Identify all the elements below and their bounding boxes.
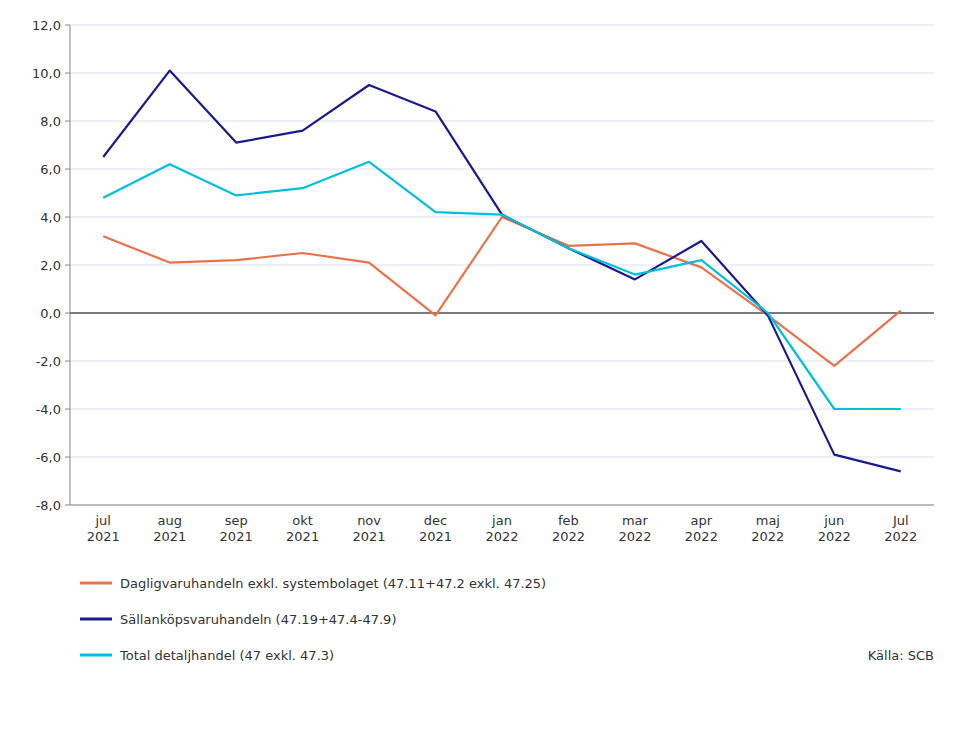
- y-axis-line: [70, 25, 71, 505]
- grid-line: [70, 73, 934, 74]
- y-tick: [65, 121, 70, 122]
- y-tick: [65, 25, 70, 26]
- x-tick-label: maj2022: [751, 513, 784, 544]
- grid-line: [70, 457, 934, 458]
- x-tick-label: mar2022: [618, 513, 651, 544]
- x-axis-line: [70, 505, 934, 506]
- y-axis: -8,0 -6,0 -4,0 -2,0 0,0 2,0 4,0 6,0 8,0 10,0 12,0: [32, 18, 934, 513]
- y-tick-label: 8,0: [40, 114, 61, 129]
- x-tick-label: jul2021: [87, 513, 120, 544]
- legend-label: Sällanköpsvaruhandeln (47.19+47.4-47.9): [120, 612, 396, 627]
- chart: -8,0 -6,0 -4,0 -2,0 0,0 2,0 4,0 6,0 8,0 10,0 12,0 j…: [0, 0, 964, 743]
- legend-swatch: [80, 582, 112, 585]
- y-tick: [65, 217, 70, 218]
- x-tick-label: feb2022: [552, 513, 585, 544]
- y-tick: [65, 361, 70, 362]
- legend-swatch: [80, 618, 112, 621]
- y-tick-label: -8,0: [36, 498, 61, 513]
- x-axis: jul2021 aug2021 sep2021 okt2021 nov2021 dec20…: [87, 513, 918, 544]
- x-tick-label: nov2021: [353, 513, 386, 544]
- grid-line: [70, 265, 934, 266]
- y-tick: [65, 409, 70, 410]
- y-tick-label: -6,0: [36, 450, 61, 465]
- grid-line: [70, 121, 934, 122]
- x-tick-label: apr2022: [685, 513, 718, 544]
- series-line: [103, 71, 901, 472]
- y-tick-label: 4,0: [40, 210, 61, 225]
- y-tick-label: -4,0: [36, 402, 61, 417]
- x-tick-label: aug2021: [153, 513, 186, 544]
- x-tick-label: Jul2022: [884, 513, 917, 544]
- y-tick: [65, 73, 70, 74]
- y-tick-label: -2,0: [36, 354, 61, 369]
- legend: Dagligvaruhandeln exkl. systembolaget (4…: [80, 576, 546, 663]
- source-note: Källa: SCB: [868, 648, 934, 663]
- x-tick-label: sep2021: [220, 513, 253, 544]
- y-tick-label: 12,0: [32, 18, 61, 33]
- grid-line: [70, 313, 934, 314]
- y-tick: [65, 313, 70, 314]
- grid-line: [70, 169, 934, 170]
- grid-line: [70, 505, 934, 506]
- y-tick-label: 2,0: [40, 258, 61, 273]
- y-tick: [65, 457, 70, 458]
- legend-label: Dagligvaruhandeln exkl. systembolaget (4…: [120, 576, 546, 591]
- x-tick-label: okt2021: [286, 513, 319, 544]
- x-tick-label: jun2022: [818, 513, 851, 544]
- plot-area: [103, 71, 901, 472]
- y-tick: [65, 265, 70, 266]
- grid-line: [70, 361, 934, 362]
- y-tick: [65, 169, 70, 170]
- series-line: [103, 162, 901, 409]
- y-tick: [65, 505, 70, 506]
- y-tick-label: 10,0: [32, 66, 61, 81]
- y-tick-label: 0,0: [40, 306, 61, 321]
- grid-line: [70, 409, 934, 410]
- x-tick-label: dec2021: [419, 513, 452, 544]
- grid-line: [70, 25, 934, 26]
- x-tick-label: jan2022: [485, 513, 518, 544]
- y-tick-label: 6,0: [40, 162, 61, 177]
- zero-line: [70, 312, 934, 314]
- legend-label: Total detaljhandel (47 exkl. 47.3): [119, 648, 334, 663]
- legend-swatch: [80, 654, 112, 657]
